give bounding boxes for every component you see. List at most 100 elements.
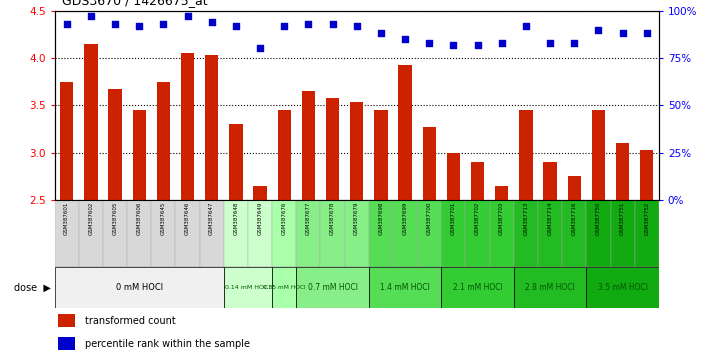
Point (545, 40, 556, 46)
Bar (199, 200, 223, 267)
Bar (58, 314, 74, 327)
Bar (393, 200, 417, 267)
Text: dose  ▶: dose ▶ (14, 282, 51, 293)
Point (278, 23, 290, 29)
Text: GSM387701: GSM387701 (451, 202, 456, 235)
Bar (495, 186, 508, 200)
Bar (519, 110, 533, 200)
Bar (490, 200, 514, 267)
Bar (296, 200, 320, 267)
Bar (181, 53, 194, 200)
Bar (568, 176, 581, 200)
Text: 2.8 mM HOCl: 2.8 mM HOCl (525, 283, 575, 292)
Text: GSM387702: GSM387702 (475, 202, 480, 235)
Bar (417, 200, 441, 267)
Bar (344, 200, 369, 267)
Point (424, 40, 435, 46)
Text: GSM387698: GSM387698 (379, 202, 384, 235)
Text: GSM387646: GSM387646 (185, 202, 190, 235)
Bar (441, 200, 465, 267)
Point (157, 21, 169, 27)
Text: GSM387645: GSM387645 (161, 202, 166, 235)
Bar (640, 150, 654, 200)
Bar (538, 200, 562, 267)
Point (303, 21, 314, 27)
Text: GSM387713: GSM387713 (523, 202, 529, 235)
Point (230, 23, 242, 29)
Point (206, 19, 218, 25)
Point (399, 36, 411, 42)
Bar (465, 200, 490, 267)
Bar (296, 267, 369, 308)
Bar (127, 200, 151, 267)
Bar (514, 267, 586, 308)
Bar (272, 200, 296, 267)
Text: 0.7 mM HOCl: 0.7 mM HOCl (307, 283, 357, 292)
Text: 1.4 mM HOCl: 1.4 mM HOCl (380, 283, 430, 292)
Bar (320, 200, 344, 267)
Point (85, 13, 97, 19)
Bar (248, 200, 272, 267)
Text: GSM387699: GSM387699 (403, 202, 408, 235)
Bar (350, 102, 363, 200)
Bar (55, 200, 79, 267)
Text: GSM387703: GSM387703 (499, 202, 505, 235)
Bar (253, 186, 266, 200)
Text: GSM387714: GSM387714 (547, 202, 553, 235)
Text: GSM387647: GSM387647 (209, 202, 214, 235)
Text: 0 mM HOCl: 0 mM HOCl (116, 283, 163, 292)
Bar (277, 110, 291, 200)
Bar (422, 127, 436, 200)
Bar (369, 267, 441, 308)
Bar (562, 200, 586, 267)
Text: 3.5 mM HOCl: 3.5 mM HOCl (598, 283, 648, 292)
Bar (326, 98, 339, 200)
Bar (592, 110, 605, 200)
Bar (60, 82, 74, 200)
Bar (441, 267, 514, 308)
Text: transformed count: transformed count (85, 316, 175, 326)
Text: 0.14 mM HOCl: 0.14 mM HOCl (226, 285, 271, 290)
Text: percentile rank within the sample: percentile rank within the sample (85, 339, 250, 349)
Bar (398, 64, 412, 200)
Text: GSM387601: GSM387601 (64, 202, 69, 235)
Text: GSM387679: GSM387679 (355, 202, 359, 235)
Bar (157, 82, 170, 200)
Bar (55, 267, 223, 308)
Text: GSM387648: GSM387648 (234, 202, 238, 235)
Text: GSM387678: GSM387678 (330, 202, 335, 235)
Text: GSM387752: GSM387752 (644, 202, 649, 235)
Text: GSM387716: GSM387716 (571, 202, 577, 235)
Point (617, 30, 628, 36)
Point (496, 40, 507, 46)
Bar (84, 44, 98, 200)
Bar (586, 267, 659, 308)
Text: 0.35 mM HOCl: 0.35 mM HOCl (263, 285, 306, 290)
Bar (229, 124, 242, 200)
Point (133, 23, 145, 29)
Point (448, 42, 459, 47)
Text: GSM387605: GSM387605 (113, 202, 117, 235)
Point (182, 13, 194, 19)
Point (593, 27, 604, 32)
Point (327, 21, 339, 27)
Point (641, 30, 652, 36)
Text: GSM387649: GSM387649 (258, 202, 263, 235)
Bar (132, 110, 146, 200)
Bar (447, 153, 460, 200)
Bar (272, 267, 296, 308)
Point (254, 46, 266, 51)
Text: GDS3670 / 1426675_at: GDS3670 / 1426675_at (62, 0, 207, 7)
Bar (611, 200, 635, 267)
Bar (58, 337, 74, 350)
Text: GSM387700: GSM387700 (427, 202, 432, 235)
Point (109, 21, 121, 27)
Bar (369, 200, 393, 267)
Bar (471, 162, 484, 200)
Bar (223, 200, 248, 267)
Bar (151, 200, 175, 267)
Bar (175, 200, 199, 267)
Bar (301, 91, 315, 200)
Point (520, 23, 531, 29)
Point (375, 30, 387, 36)
